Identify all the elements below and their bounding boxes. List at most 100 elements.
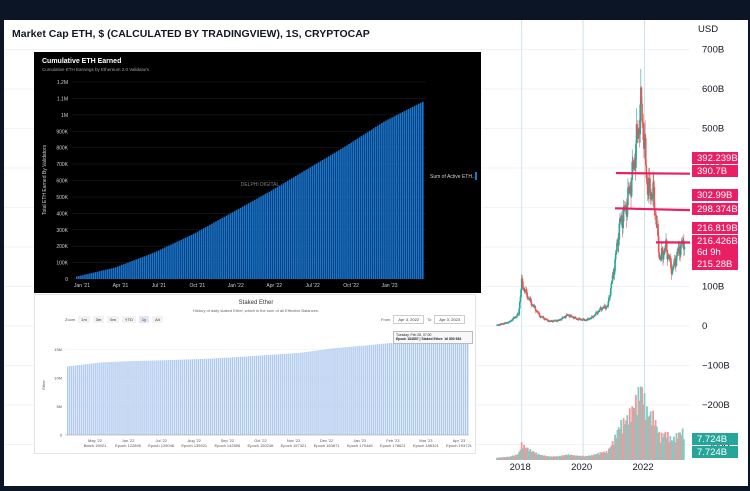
staked-bar bbox=[200, 359, 201, 435]
staked-bar bbox=[278, 354, 279, 435]
eth-bar bbox=[311, 166, 313, 279]
eth-x-tick: Jul '21 bbox=[152, 283, 167, 289]
eth-y-tick: 600K bbox=[56, 179, 68, 185]
staked-bar bbox=[356, 346, 357, 435]
staked-x-tick-epoch: Epoch 170446 bbox=[347, 443, 374, 448]
staked-bar bbox=[360, 346, 361, 435]
eth-bar bbox=[414, 106, 416, 279]
eth-bar bbox=[82, 275, 84, 279]
eth-bar bbox=[109, 269, 111, 279]
eth-bar bbox=[76, 277, 78, 279]
to-date-input[interactable]: Apr 3, 2023 bbox=[434, 315, 465, 324]
staked-bar bbox=[290, 353, 291, 435]
staked-bar bbox=[236, 357, 237, 435]
eth-y-tick: 1M bbox=[61, 113, 68, 119]
eth-bar bbox=[170, 245, 172, 279]
staked-bar bbox=[79, 365, 80, 435]
staked-bar bbox=[194, 359, 195, 435]
eth-bar bbox=[307, 169, 309, 279]
staked-bar bbox=[439, 338, 440, 435]
zoom-ytd-button[interactable]: YTD bbox=[122, 316, 136, 323]
staked-bar bbox=[288, 354, 289, 435]
eth-bar bbox=[119, 266, 121, 279]
zoom-1m-button[interactable]: 1m bbox=[78, 316, 90, 323]
staked-bar bbox=[129, 361, 130, 435]
staked-bar bbox=[115, 362, 116, 435]
eth-bar bbox=[199, 231, 201, 279]
zoom-1y-button[interactable]: 1y bbox=[139, 316, 149, 323]
x-tick-label: 2020 bbox=[571, 462, 592, 473]
staked-bar bbox=[192, 359, 193, 435]
from-date-input[interactable]: Apr 3, 2022 bbox=[393, 315, 424, 324]
staked-bar bbox=[467, 335, 468, 435]
eth-bar bbox=[103, 270, 105, 279]
staked-bar bbox=[172, 360, 173, 435]
eth-x-tick: Oct '21 bbox=[189, 283, 205, 289]
staked-bar bbox=[318, 350, 319, 435]
eth-bar bbox=[336, 151, 338, 279]
eth-bar bbox=[178, 241, 180, 279]
eth-bar bbox=[162, 248, 164, 279]
eth-panel-subtitle: Cumulative ETH Earnings by Ethereum 2.0 … bbox=[42, 67, 149, 72]
staked-bar bbox=[431, 339, 432, 435]
staked-bar bbox=[95, 363, 96, 435]
eth-bar bbox=[326, 158, 328, 279]
staked-bar bbox=[344, 347, 345, 435]
eth-bar bbox=[154, 252, 156, 279]
staked-bar bbox=[228, 358, 229, 435]
eth-bar bbox=[148, 255, 150, 279]
eth-bar bbox=[365, 133, 367, 279]
eth-bar bbox=[142, 257, 144, 279]
staked-bar bbox=[264, 355, 265, 435]
eth-bar bbox=[121, 265, 123, 279]
staked-bar bbox=[188, 359, 189, 435]
eth-panel-title: Cumulative ETH Earned bbox=[42, 58, 121, 65]
y-tick-label: 100B bbox=[702, 282, 724, 293]
eth-x-tick: Jul '22 bbox=[306, 283, 321, 289]
staked-bar bbox=[97, 363, 98, 435]
eth-bar bbox=[330, 155, 332, 279]
staked-bar bbox=[214, 358, 215, 435]
eth-bar bbox=[332, 154, 334, 279]
staked-bar bbox=[190, 359, 191, 435]
eth-bar bbox=[219, 219, 221, 279]
eth-bar bbox=[234, 211, 236, 279]
eth-bar bbox=[270, 191, 272, 279]
zoom-all-button[interactable]: All bbox=[152, 316, 162, 323]
staked-bar bbox=[180, 360, 181, 435]
eth-bar bbox=[242, 207, 244, 279]
eth-bar bbox=[129, 262, 131, 279]
candle-body bbox=[684, 247, 686, 249]
staked-bar bbox=[268, 355, 269, 435]
zoom-6m-button[interactable]: 6m bbox=[107, 316, 119, 323]
staked-bar bbox=[161, 360, 162, 435]
eth-bar bbox=[322, 160, 324, 279]
eth-bar bbox=[264, 194, 266, 279]
eth-bar bbox=[410, 108, 412, 279]
eth-bar bbox=[197, 232, 199, 279]
staked-bar bbox=[371, 345, 372, 435]
eth-bar bbox=[416, 105, 418, 279]
eth-bar bbox=[240, 208, 242, 279]
eth-bar bbox=[373, 128, 375, 279]
staked-bar bbox=[324, 349, 325, 435]
staked-bar bbox=[254, 356, 255, 435]
eth-y-tick: 0 bbox=[65, 277, 68, 283]
eth-y-tick: 700K bbox=[56, 162, 68, 168]
eth-bar bbox=[418, 104, 420, 279]
zoom-3m-button[interactable]: 3m bbox=[93, 316, 105, 323]
eth-y-tick: 1.1M bbox=[57, 96, 68, 102]
staked-bar bbox=[165, 360, 166, 435]
staked-bar bbox=[332, 348, 333, 435]
eth-bar bbox=[391, 117, 393, 279]
staked-x-tick-epoch: Epoch 178621 bbox=[380, 443, 407, 448]
staked-bar bbox=[465, 335, 466, 435]
eth-y-tick: 400K bbox=[56, 211, 68, 217]
staked-bar bbox=[85, 364, 86, 435]
staked-bar bbox=[298, 353, 299, 435]
staked-bar bbox=[159, 360, 160, 435]
eth-bar bbox=[230, 213, 232, 279]
eth-bar bbox=[209, 225, 211, 279]
